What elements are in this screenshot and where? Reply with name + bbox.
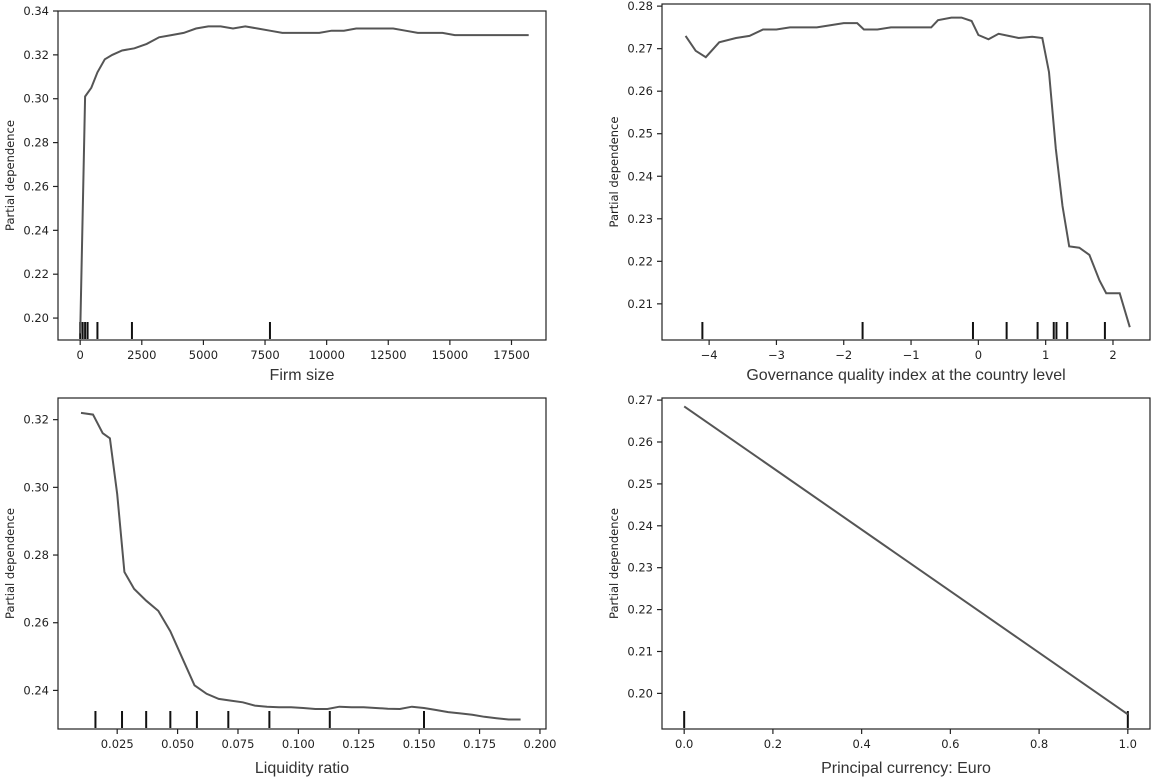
partial-dependence-line (80, 411, 521, 721)
x-axis-label: Governance quality index at the country … (746, 367, 1065, 384)
x-tick-label: 0.2 (764, 737, 782, 751)
x-axis-label: Firm size (270, 367, 335, 384)
y-tick-label: 0.28 (23, 136, 49, 150)
y-tick-label: 0.26 (627, 435, 653, 449)
y-tick-label: 0.25 (627, 127, 653, 141)
y-tick-label: 0.24 (23, 223, 49, 237)
x-tick-label: 0.075 (222, 737, 255, 751)
x-tick-label: 15000 (432, 348, 469, 362)
y-tick-label: 0.24 (23, 683, 49, 697)
y-tick-label: 0.20 (23, 311, 49, 325)
x-tick-label: 0 (77, 348, 84, 362)
plot-frame (57, 397, 547, 730)
x-tick-label: 1 (1042, 348, 1049, 362)
x-tick-label: 5000 (189, 348, 218, 362)
y-tick-label: 0.28 (627, 0, 653, 13)
x-tick-label: 7500 (250, 348, 279, 362)
partial-dependence-line (684, 16, 1131, 328)
y-tick-label: 0.22 (23, 267, 49, 281)
x-tick-label: −2 (835, 348, 852, 362)
y-tick-label: 0.28 (23, 548, 49, 562)
x-tick-label: 0.6 (941, 737, 959, 751)
plot-frame (661, 397, 1151, 730)
x-tick-label: 1.0 (1119, 737, 1137, 751)
partial-dependence-line (683, 405, 1129, 716)
plot-frame (57, 10, 547, 341)
plot-frame (661, 3, 1151, 341)
partial-dependence-line (79, 25, 529, 334)
y-tick-label: 0.34 (23, 4, 49, 18)
pd-panel-3: 0.24 0.26 0.28 0.30 0.32 0.025 0.050 0.075 0.100… (3, 397, 556, 777)
x-tick-label: 0.8 (1030, 737, 1048, 751)
y-axis-label: Partial dependence (3, 120, 17, 231)
y-tick-label: 0.30 (23, 92, 49, 106)
x-axis-label: Liquidity ratio (255, 760, 349, 777)
y-tick-label: 0.27 (627, 393, 653, 407)
x-tick-label: −1 (903, 348, 920, 362)
y-axis-label: Partial dependence (3, 508, 17, 619)
x-tick-label: 17500 (493, 348, 530, 362)
y-tick-label: 0.30 (23, 480, 49, 494)
x-tick-label: 0.050 (161, 737, 194, 751)
x-tick-label: 0.100 (282, 737, 315, 751)
y-tick-label: 0.22 (627, 254, 653, 268)
y-tick-label: 0.22 (627, 603, 653, 617)
x-tick-label: 0 (975, 348, 982, 362)
y-tick-label: 0.23 (627, 212, 653, 226)
y-axis-label: Partial dependence (607, 117, 621, 228)
x-tick-label: 0.200 (523, 737, 556, 751)
pd-panel-4: 0.20 0.21 0.22 0.23 0.24 0.25 0.26 0.27 0.0 0.2 0.… (607, 393, 1151, 777)
x-tick-label: 0.025 (101, 737, 134, 751)
x-tick-label: 0.4 (852, 737, 870, 751)
y-tick-label: 0.24 (627, 519, 653, 533)
x-tick-label: 0.175 (463, 737, 496, 751)
pd-panel-2: 0.21 0.22 0.23 0.24 0.25 0.26 0.27 0.28 −4 −3 −2 −1… (607, 0, 1151, 384)
x-axis-label: Principal currency: Euro (821, 760, 991, 777)
x-tick-label: 0.0 (675, 737, 693, 751)
y-tick-label: 0.23 (627, 561, 653, 575)
pd-panel-1: 0.20 0.22 0.24 0.26 0.28 0.30 0.32 0.34 0 2500 500… (3, 4, 547, 384)
y-tick-label: 0.27 (627, 42, 653, 56)
y-axis-label: Partial dependence (607, 508, 621, 619)
x-tick-label: 0.125 (342, 737, 375, 751)
y-tick-label: 0.25 (627, 477, 653, 491)
y-tick-label: 0.20 (627, 686, 653, 700)
x-tick-label: −3 (768, 348, 785, 362)
x-tick-label: 2500 (127, 348, 156, 362)
x-tick-label: 2 (1109, 348, 1116, 362)
y-tick-label: 0.26 (23, 616, 49, 630)
y-tick-label: 0.26 (23, 179, 49, 193)
y-tick-label: 0.32 (23, 413, 49, 427)
x-tick-label: 0.150 (403, 737, 436, 751)
y-tick-label: 0.32 (23, 48, 49, 62)
x-tick-label: 10000 (308, 348, 345, 362)
x-tick-label: −4 (701, 348, 718, 362)
y-tick-label: 0.21 (627, 297, 653, 311)
y-tick-label: 0.26 (627, 84, 653, 98)
y-tick-label: 0.24 (627, 169, 653, 183)
y-tick-label: 0.21 (627, 644, 653, 658)
x-tick-label: 12500 (370, 348, 407, 362)
